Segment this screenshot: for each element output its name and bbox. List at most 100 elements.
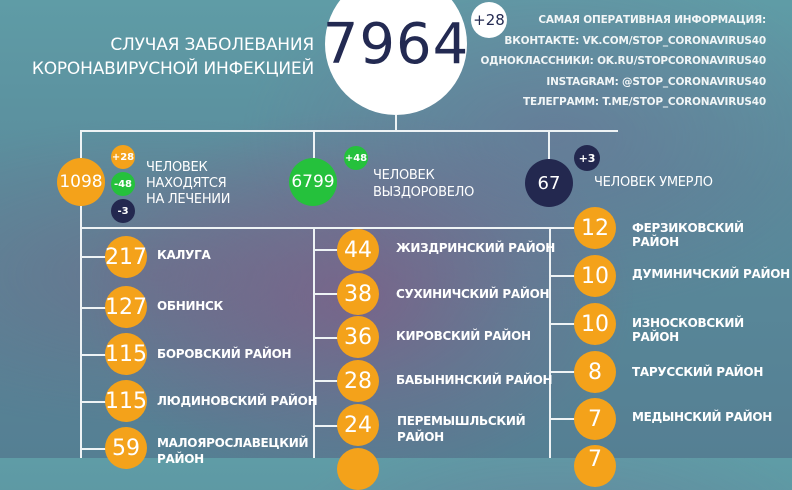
treatment-delta-died-value: -3 — [117, 205, 129, 217]
district-value: 127 — [105, 294, 147, 320]
col2-tick — [313, 337, 343, 339]
district-value-circle: 7 — [574, 445, 616, 487]
treatment-value: 1098 — [59, 172, 103, 192]
district-name-line-1: ПЕРЕМЫШЛЬСКИЙ — [397, 414, 526, 428]
died-circle: 67 — [525, 159, 573, 207]
district-name: КИРОВСКИЙ РАЙОН — [396, 329, 531, 343]
district-name: БАБЫНИНСКИЙ РАЙОН — [396, 373, 553, 387]
connector-left-drop — [80, 130, 82, 158]
district-value-circle: 10 — [574, 255, 616, 297]
treatment-label: ЧЕЛОВЕК НАХОДЯТСЯ НА ЛЕЧЕНИИ — [146, 160, 230, 208]
district-name: ДУМИНИЧСКИЙ РАЙОН — [632, 267, 790, 281]
col3-tick — [549, 275, 575, 277]
title-line-2: КОРОНАВИРУСНОЙ ИНФЕКЦИЕЙ — [31, 59, 314, 79]
district-name: КАЛУГА — [157, 248, 211, 262]
district-name: ОБНИНСК — [157, 299, 223, 313]
district-value: 38 — [344, 281, 372, 307]
treatment-delta-died: -3 — [111, 199, 135, 223]
col1-vertical — [80, 227, 82, 458]
district-value-circle: 7 — [574, 398, 616, 440]
col2-tick — [313, 425, 343, 427]
recovered-delta-badge: +48 — [344, 146, 368, 170]
district-name-line-1: МАЛОЯРОСЛАВЕЦКИЙ — [157, 436, 309, 450]
district-value: 115 — [105, 341, 147, 367]
recovered-value: 6799 — [291, 172, 335, 192]
district-name-line-2: РАЙОН — [157, 452, 204, 466]
district-value: 12 — [581, 215, 609, 241]
district-value-circle: 10 — [574, 303, 616, 345]
district-value-circle: 127 — [105, 286, 147, 328]
district-value: 36 — [344, 324, 372, 350]
district-name: ФЕРЗИКОВСКИЙ РАЙОН — [632, 221, 744, 249]
district-value: 7 — [588, 447, 602, 472]
info-instagram-link[interactable]: INSTAGRAM: @STOP_CORONAVIRUS40 — [546, 75, 766, 88]
col1-tick — [80, 256, 110, 258]
total-cases-value: 7964 — [322, 11, 470, 77]
district-value-circle: 36 — [337, 316, 379, 358]
treatment-label-1: ЧЕЛОВЕК — [146, 160, 208, 175]
treatment-label-2: НАХОДЯТСЯ — [146, 176, 227, 191]
col1-tick — [80, 307, 110, 309]
died-value: 67 — [537, 172, 561, 194]
district-name: ЛЮДИНОВСКИЙ РАЙОН — [157, 394, 318, 408]
district-value-circle: 115 — [105, 380, 147, 422]
connector-right-drop — [548, 130, 550, 160]
col3-tick — [549, 227, 575, 229]
district-name: ПЕРЕМЫШЛЬСКИЙ РАЙОН — [397, 413, 526, 445]
info-telegram-link[interactable]: ТЕЛЕГРАММ: T.ME/STOP_CORONAVIRUS40 — [523, 96, 766, 108]
connector-mid-drop — [313, 130, 315, 158]
district-value-circle: 115 — [105, 333, 147, 375]
col1-tick — [80, 448, 110, 450]
col3-tick — [549, 371, 575, 373]
district-name: ЖИЗДРИНСКИЙ РАЙОН — [396, 241, 555, 255]
treatment-label-3: НА ЛЕЧЕНИИ — [146, 192, 231, 207]
died-delta-badge: +3 — [574, 145, 600, 171]
district-name-line-2: РАЙОН — [397, 430, 444, 444]
title-line-1: СЛУЧАЯ ЗАБОЛЕВАНИЯ — [110, 35, 314, 55]
col2-vertical — [313, 227, 315, 458]
district-value-circle: 24 — [337, 404, 379, 446]
info-heading: САМАЯ ОПЕРАТИВНАЯ ИНФОРМАЦИЯ: — [538, 14, 766, 26]
district-value-circle: 59 — [105, 427, 147, 469]
col2-tick — [313, 380, 343, 382]
district-name: СУХИНИЧСКИЙ РАЙОН — [396, 287, 550, 301]
col2-tick — [313, 249, 343, 251]
connector-center-stem — [395, 115, 397, 130]
district-value-circle: 12 — [574, 207, 616, 249]
col3-tick — [549, 323, 575, 325]
info-ok-link[interactable]: ОДНОКЛАССНИКИ: OK.RU/STOPCORONAVIRUS40 — [480, 55, 766, 67]
total-delta-value: +28 — [473, 11, 505, 29]
district-value: 24 — [344, 412, 372, 438]
recovered-circle: 6799 — [289, 158, 337, 206]
district-name: БОРОВСКИЙ РАЙОН — [157, 347, 292, 361]
connector-top-horizontal — [80, 130, 618, 132]
district-value: 8 — [588, 359, 602, 385]
district-value: 10 — [581, 263, 609, 289]
col3-tick — [549, 418, 575, 420]
district-value-circle: 38 — [337, 273, 379, 315]
col2-tick — [313, 293, 343, 295]
district-value: 59 — [112, 435, 140, 461]
col1-tick — [80, 354, 110, 356]
district-name: ТАРУССКИЙ РАЙОН — [632, 365, 764, 379]
district-value-circle — [337, 448, 379, 490]
grid-horizontal — [80, 227, 552, 229]
died-label: ЧЕЛОВЕК УМЕРЛО — [594, 175, 713, 191]
district-value: 115 — [105, 388, 147, 414]
treatment-circle: 1098 — [57, 158, 105, 206]
district-name: ИЗНОСКОВСКИЙ РАЙОН — [632, 316, 744, 344]
district-value: 44 — [344, 237, 372, 263]
page-title: СЛУЧАЯ ЗАБОЛЕВАНИЯ КОРОНАВИРУСНОЙ ИНФЕКЦ… — [32, 33, 314, 81]
recovered-label-1: ЧЕЛОВЕК — [373, 168, 435, 183]
district-name: МЕДЫНСКИЙ РАЙОН — [632, 410, 773, 424]
district-value: 217 — [105, 244, 147, 270]
col3-vertical — [549, 227, 551, 458]
treatment-delta-new-value: +28 — [111, 151, 135, 163]
district-value-circle: 44 — [337, 229, 379, 271]
died-label-text: ЧЕЛОВЕК УМЕРЛО — [594, 175, 713, 190]
info-vk-link[interactable]: ВКОНТАКТЕ: VK.COM/STOP_CORONAVIRUS40 — [504, 34, 766, 47]
district-value: 28 — [344, 368, 372, 394]
recovered-label: ЧЕЛОВЕК ВЫЗДОРОВЕЛО — [373, 167, 474, 201]
district-value: 10 — [581, 311, 609, 337]
treatment-stem — [80, 206, 82, 228]
